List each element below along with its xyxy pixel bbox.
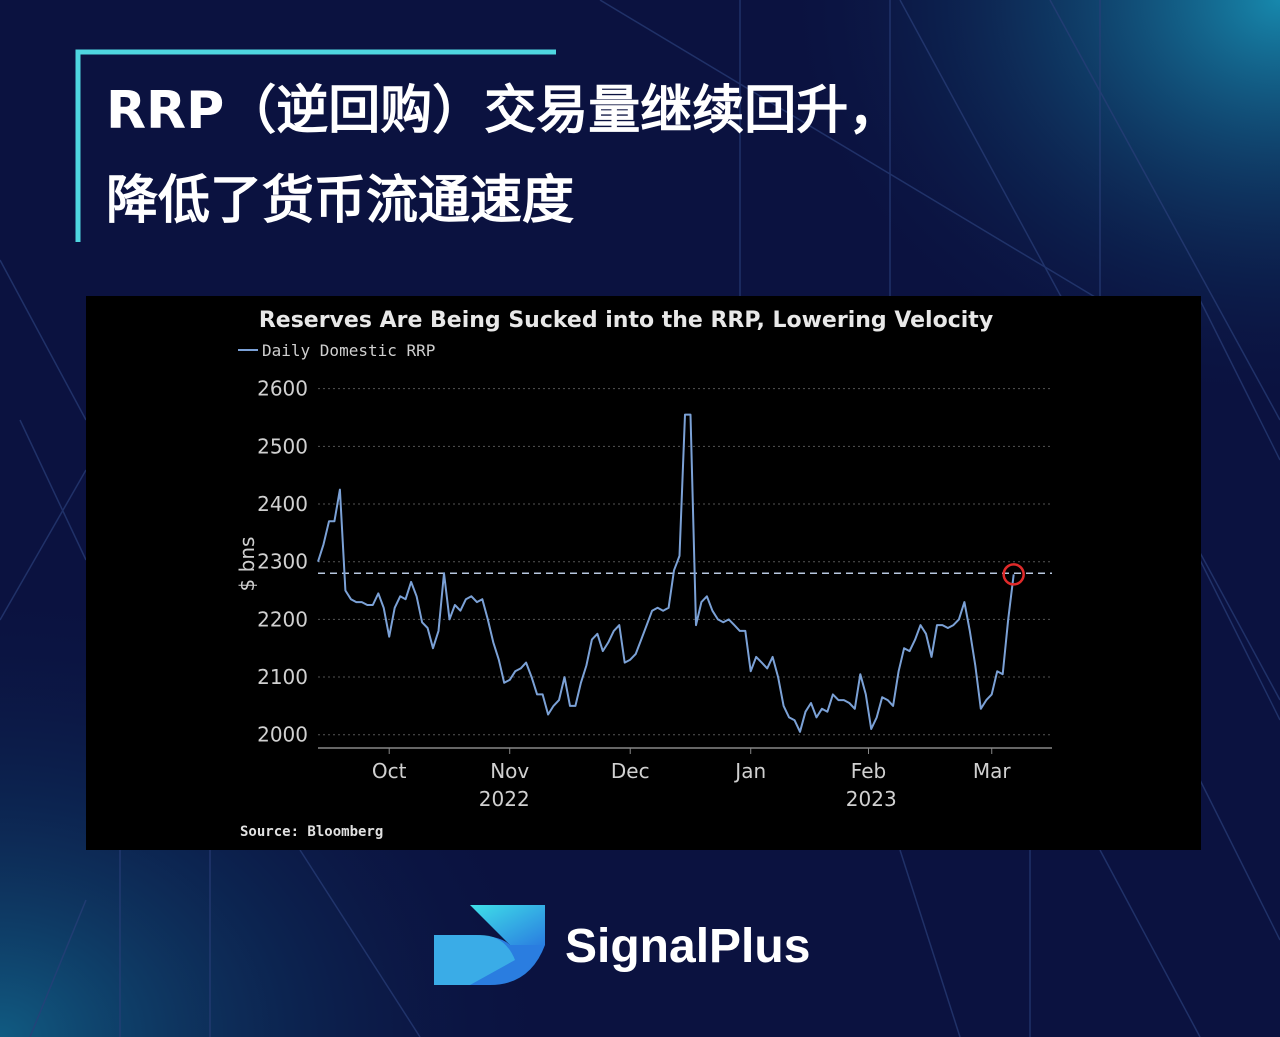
title-line: 降低了货币流通速度 xyxy=(106,171,574,231)
logo-shape xyxy=(470,905,545,945)
y-tick-label: 2400 xyxy=(257,492,308,516)
x-tick-label: Nov xyxy=(490,759,529,783)
chart-title: Reserves Are Being Sucked into the RRP, … xyxy=(259,308,993,333)
y-tick-label: 2300 xyxy=(257,550,308,574)
x-tick-label: Oct xyxy=(372,759,407,783)
x-tick-label: Jan xyxy=(733,759,766,783)
chart: Reserves Are Being Sucked into the RRP, … xyxy=(235,308,1052,840)
x-tick-label: Mar xyxy=(973,759,1012,783)
legend-label: Daily Domestic RRP xyxy=(262,341,435,360)
logo-shape xyxy=(434,935,515,985)
y-tick-label: 2100 xyxy=(257,665,308,689)
y-tick-label: 2200 xyxy=(257,607,308,631)
title-line: RRP（逆回购）交易量继续回升， xyxy=(106,81,900,141)
y-tick-label: 2600 xyxy=(257,377,308,401)
x-tick-label: Dec xyxy=(611,759,650,783)
series-line xyxy=(317,413,1015,733)
y-tick-label: 2000 xyxy=(257,723,308,747)
title-bracket xyxy=(75,49,556,242)
brand: SignalPlus xyxy=(565,920,810,973)
y-axis-label: $ bns xyxy=(235,537,259,592)
highlight-marker xyxy=(1002,563,1025,586)
y-tick-label: 2500 xyxy=(257,434,308,458)
x-year-label: 2022 xyxy=(479,787,530,811)
x-year-label: 2023 xyxy=(846,787,897,811)
source: Source: Bloomberg xyxy=(240,824,383,840)
x-tick-label: Feb xyxy=(851,759,886,783)
logo xyxy=(434,905,545,985)
